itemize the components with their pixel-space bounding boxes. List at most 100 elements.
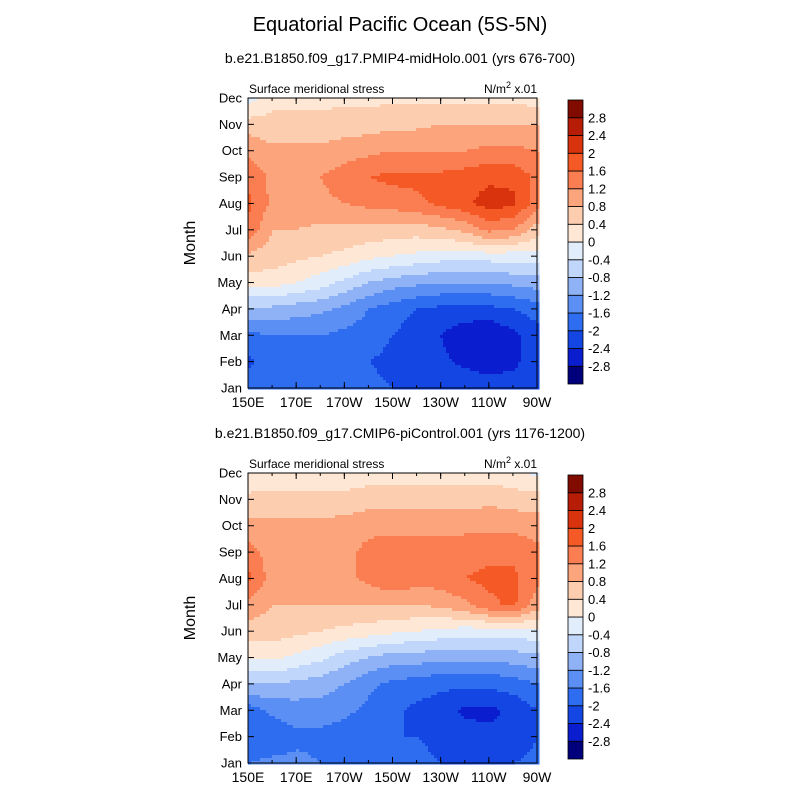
x-tick-label: 170E [280, 769, 313, 785]
colorbar-label: 2.4 [588, 503, 606, 518]
x-tick-label: 110W [471, 394, 507, 410]
y-tick-label: Dec [219, 466, 243, 481]
colorbar-swatch [568, 635, 583, 653]
colorbar-label: -2.4 [588, 341, 610, 356]
y-tick-label: Dec [219, 91, 243, 106]
colorbar-label: 0 [588, 610, 595, 625]
colorbar-label: -2.8 [588, 359, 610, 374]
colorbar-label: -1.2 [588, 288, 610, 303]
main-title: Equatorial Pacific Ocean (5S-5N) [0, 14, 800, 37]
colorbar: 2.82.421.61.20.80.40-0.4-0.8-1.2-1.6-2-2… [568, 100, 610, 384]
colorbar-label: -1.6 [588, 306, 610, 321]
colorbar-label: 0 [588, 235, 595, 250]
colorbar-label: 1.6 [588, 539, 606, 554]
colorbar-label: 1.2 [588, 181, 606, 196]
x-tick-label: 150W [374, 394, 411, 410]
y-tick-label: Mar [220, 328, 243, 343]
y-tick-label: Apr [222, 676, 243, 691]
colorbar-label: 0.8 [588, 574, 606, 589]
colorbar-label: -2 [588, 323, 600, 338]
colorbar-label: 2 [588, 521, 595, 536]
x-tick-label: 90W [523, 769, 553, 785]
y-tick-label: Sep [219, 170, 242, 185]
contour-fill [248, 473, 540, 765]
colorbar-swatch [568, 189, 583, 207]
y-tick-label: May [217, 275, 242, 290]
colorbar-swatch [568, 599, 583, 617]
y-axis-title: Month [182, 596, 199, 640]
colorbar-swatch [568, 153, 583, 171]
y-tick-label: Aug [219, 196, 242, 211]
colorbar-swatch [568, 511, 583, 529]
y-tick-label: Aug [219, 571, 242, 586]
y-tick-label: Feb [220, 354, 242, 369]
colorbar-swatch [568, 724, 583, 742]
x-tick-label: 170E [280, 394, 313, 410]
y-tick-label: Apr [222, 301, 243, 316]
colorbar-label: -1.6 [588, 681, 610, 696]
colorbar-swatch [568, 278, 583, 296]
contour-fill [248, 98, 540, 390]
colorbar-swatch [568, 582, 583, 600]
contour-plot-top: JanFebMarAprMayJunJulAugSepOctNovDec150E… [0, 50, 800, 430]
colorbar-swatch [568, 313, 583, 331]
panel-bottom: b.e21.B1850.f09_g17.CMIP6-piControl.001 … [0, 425, 800, 805]
colorbar-swatch [568, 688, 583, 706]
colorbar-swatch [568, 331, 583, 349]
colorbar-swatch [568, 493, 583, 511]
colorbar-label: -2.4 [588, 716, 610, 731]
y-tick-label: Sep [219, 545, 242, 560]
colorbar-label: -2 [588, 698, 600, 713]
x-tick-label: 150E [232, 394, 265, 410]
colorbar-label: 1.6 [588, 164, 606, 179]
colorbar-swatch [568, 741, 583, 759]
colorbar-swatch [568, 706, 583, 724]
colorbar-swatch [568, 564, 583, 582]
colorbar-label: -0.4 [588, 252, 610, 267]
y-tick-label: May [217, 650, 242, 665]
colorbar-swatch [568, 670, 583, 688]
y-tick-label: Feb [220, 729, 242, 744]
colorbar-swatch [568, 653, 583, 671]
colorbar-label: 0.4 [588, 217, 606, 232]
y-tick-label: Nov [219, 117, 243, 132]
x-tick-label: 130W [422, 769, 459, 785]
colorbar-swatch [568, 349, 583, 367]
left-string: Surface meridional stress [249, 82, 384, 96]
y-tick-label: Jul [225, 597, 242, 612]
colorbar-swatch [568, 475, 583, 493]
colorbar-label: -0.8 [588, 645, 610, 660]
y-tick-label: Jun [221, 249, 242, 264]
colorbar-swatch [568, 295, 583, 313]
y-tick-label: Nov [219, 492, 243, 507]
x-tick-label: 150W [374, 769, 411, 785]
colorbar-swatch [568, 136, 583, 154]
x-tick-label: 110W [471, 769, 507, 785]
colorbar-swatch [568, 207, 583, 225]
colorbar-swatch [568, 242, 583, 260]
colorbar-label: -1.2 [588, 663, 610, 678]
colorbar-label: 0.8 [588, 199, 606, 214]
x-tick-label: 90W [523, 394, 553, 410]
colorbar-swatch [568, 546, 583, 564]
contour-plot-bottom: JanFebMarAprMayJunJulAugSepOctNovDec150E… [0, 425, 800, 805]
colorbar-swatch [568, 366, 583, 384]
colorbar-swatch [568, 528, 583, 546]
colorbar-label: 2.8 [588, 110, 606, 125]
right-string: N/m2 x.01 [484, 80, 537, 96]
panel-top: b.e21.B1850.f09_g17.PMIP4-midHolo.001 (y… [0, 50, 800, 430]
y-tick-label: Mar [220, 703, 243, 718]
colorbar-swatch [568, 118, 583, 136]
x-tick-label: 150E [232, 769, 265, 785]
y-tick-label: Oct [222, 518, 243, 533]
colorbar-label: 2.4 [588, 128, 606, 143]
colorbar-label: 1.2 [588, 556, 606, 571]
y-tick-label: Jul [225, 222, 242, 237]
colorbar-swatch [568, 617, 583, 635]
right-string: N/m2 x.01 [484, 455, 537, 471]
colorbar-label: -2.8 [588, 734, 610, 749]
colorbar-swatch [568, 171, 583, 189]
left-string: Surface meridional stress [249, 457, 384, 471]
y-axis-title: Month [182, 221, 199, 265]
y-tick-label: Oct [222, 143, 243, 158]
